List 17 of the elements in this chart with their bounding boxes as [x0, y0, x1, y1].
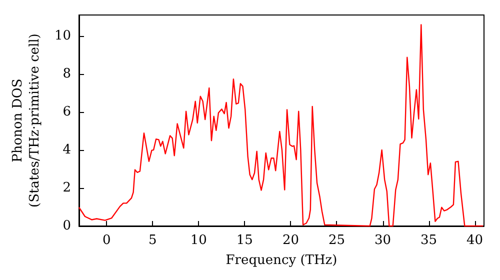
x-tick-label: 30 — [374, 233, 392, 248]
x-tick-label: 35 — [420, 233, 438, 248]
y-tick-label: 6 — [62, 104, 71, 120]
x-tick-label: 40 — [466, 233, 484, 248]
x-tick-label: 5 — [148, 233, 157, 248]
y-tick-label: 8 — [62, 66, 71, 82]
x-tick-label: 15 — [236, 233, 253, 248]
x-tick-label: 0 — [102, 233, 111, 248]
x-tick-label: 25 — [328, 233, 345, 248]
y-tick-label: 0 — [62, 218, 71, 234]
x-tick-label: 10 — [190, 233, 207, 248]
x-axis-title: Frequency (THz) — [226, 252, 338, 268]
y-tick-label: 2 — [62, 180, 71, 196]
x-tick-label: 20 — [282, 233, 299, 248]
y-tick-label: 4 — [62, 142, 71, 158]
y-axis-title: Phonon DOS (States/THz·primitive cell) — [10, 33, 43, 208]
y-tick-label: 10 — [54, 28, 71, 44]
